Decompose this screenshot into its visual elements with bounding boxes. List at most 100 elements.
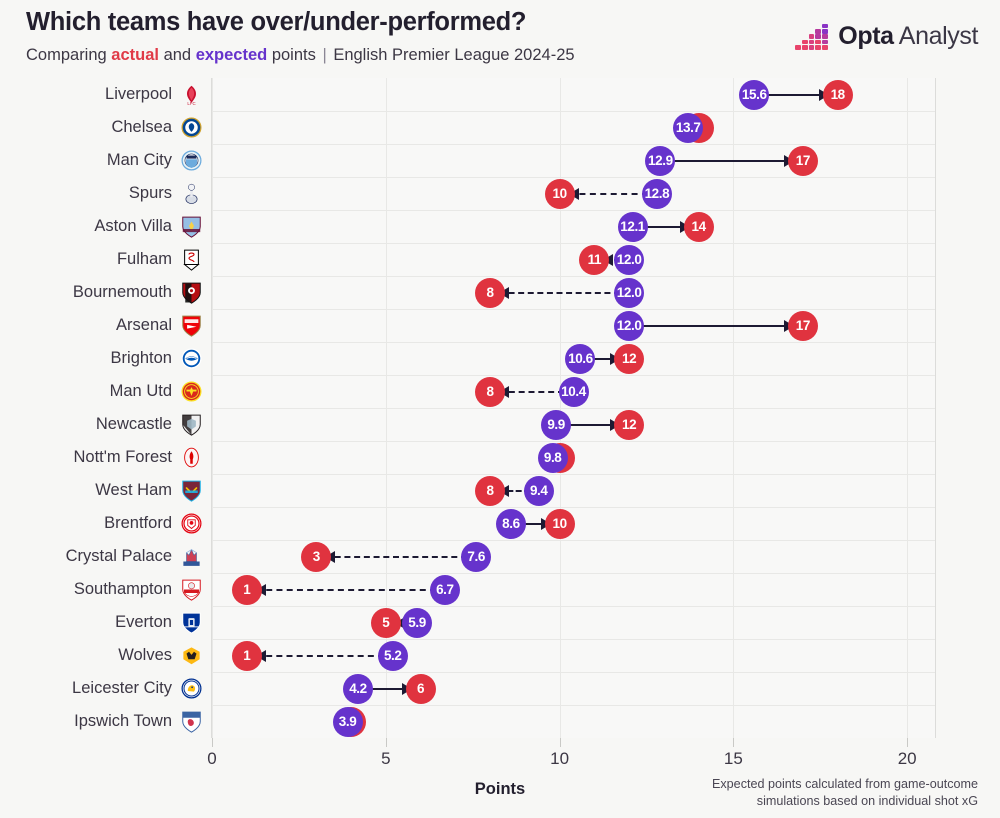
team-name-label: Everton: [115, 613, 172, 631]
logo-bar-cell: [795, 45, 801, 50]
bournemouth-crest-icon: [179, 280, 204, 305]
actual-points-dot[interactable]: 17: [787, 310, 818, 341]
x-axis-tick: [907, 738, 909, 747]
connector-line: [568, 192, 648, 195]
grid-line-horizontal: [212, 639, 935, 640]
expected-points-dot[interactable]: 9.8: [537, 442, 568, 473]
plot-area: 18 15.6 13.7 17 12.9 10 12.8 14 12.1 11 12.0 8 12.0 1…: [211, 78, 936, 738]
actual-points-dot[interactable]: 17: [787, 145, 818, 176]
team-name-label: Fulham: [116, 250, 172, 268]
logo-bar-cell: [822, 28, 828, 34]
logo-bar-cell: [801, 39, 808, 45]
team-name-label: Man City: [106, 151, 172, 169]
grid-line-vertical: [733, 78, 735, 738]
connector-line: [638, 324, 794, 327]
y-axis-row-leicester-city: Leicester City: [0, 673, 212, 705]
actual-points-dot[interactable]: 8: [475, 277, 506, 308]
expected-points-dot[interactable]: 3.9: [332, 706, 363, 737]
grid-line-horizontal: [212, 276, 935, 277]
actual-points-dot[interactable]: 1: [231, 640, 262, 671]
grid-line-horizontal: [212, 606, 935, 607]
everton-crest-icon: [179, 610, 204, 635]
grid-line-vertical: [907, 78, 909, 738]
actual-points-dot[interactable]: 18: [822, 79, 853, 110]
actual-points-dot[interactable]: 5: [370, 607, 401, 638]
team-name-label: Leicester City: [72, 679, 172, 697]
connector-line: [255, 654, 384, 657]
team-name-label: Newcastle: [95, 415, 172, 433]
expected-points-dot[interactable]: 5.9: [402, 607, 433, 638]
fulham-crest-icon: [179, 247, 204, 272]
grid-line-horizontal: [212, 342, 935, 343]
chart-body: Liverpool LFC Chelsea Man City Spurs Aston Vi…: [0, 78, 1000, 818]
connector-line: [763, 93, 829, 96]
y-axis-row-newcastle: Newcastle: [0, 409, 212, 441]
expected-points-dot[interactable]: 9.4: [523, 475, 554, 506]
grid-line-horizontal: [212, 705, 935, 706]
grid-line-horizontal: [212, 144, 935, 145]
expected-points-dot[interactable]: 13.7: [673, 112, 704, 143]
connector-line: [641, 225, 690, 228]
grid-line-horizontal: [212, 474, 935, 475]
x-axis-tick-label: 5: [381, 749, 391, 768]
actual-points-dot[interactable]: 8: [475, 475, 506, 506]
actual-points-dot[interactable]: 12: [614, 409, 645, 440]
logo-bar-cell: [808, 39, 815, 45]
logo-bar-cell: [822, 23, 828, 29]
actual-points-dot[interactable]: 6: [405, 673, 436, 704]
actual-points-dot[interactable]: 10: [544, 508, 575, 539]
expected-points-dot[interactable]: 12.0: [614, 244, 645, 275]
actual-points-dot[interactable]: 3: [301, 541, 332, 572]
expected-points-dot[interactable]: 5.2: [377, 640, 408, 671]
actual-points-dot[interactable]: 10: [544, 178, 575, 209]
forest-crest-icon: [179, 445, 204, 470]
expected-points-dot[interactable]: 15.6: [739, 79, 770, 110]
team-name-label: Aston Villa: [94, 217, 172, 235]
opta-analyst-logo: Opta Analyst: [795, 22, 978, 51]
expected-points-dot[interactable]: 12.0: [614, 277, 645, 308]
actual-points-dot[interactable]: 12: [614, 343, 645, 374]
y-axis-row-man-utd: Man Utd: [0, 376, 212, 408]
subtitle-separator: |: [322, 46, 327, 64]
team-name-label: Arsenal: [116, 316, 172, 334]
y-axis-row-arsenal: Arsenal: [0, 310, 212, 342]
actual-points-dot[interactable]: 8: [475, 376, 506, 407]
y-axis-row-aston-villa: Aston Villa: [0, 211, 212, 243]
y-axis-row-ipswich-town: Ipswich Town: [0, 706, 212, 738]
logo-bar-cell: [801, 45, 808, 50]
grid-line-horizontal: [212, 177, 935, 178]
y-axis-row-southampton: Southampton: [0, 574, 212, 606]
expected-points-dot[interactable]: 8.6: [495, 508, 526, 539]
x-axis-tick-label: 15: [723, 749, 743, 768]
palace-crest-icon: [179, 544, 204, 569]
y-axis-row-fulham: Fulham: [0, 244, 212, 276]
subtitle-expected-word: expected: [195, 46, 268, 64]
connector-line: [499, 291, 621, 294]
x-axis-tick-label: 20: [897, 749, 917, 768]
plot-border: [935, 78, 936, 738]
expected-points-dot[interactable]: 7.6: [461, 541, 492, 572]
subtitle-pre: Comparing: [26, 46, 112, 64]
expected-points-dot[interactable]: 6.7: [429, 574, 460, 605]
subtitle-post: points: [267, 46, 321, 64]
actual-points-dot[interactable]: 1: [231, 574, 262, 605]
expected-points-dot[interactable]: 10.6: [565, 343, 596, 374]
expected-points-dot[interactable]: 12.1: [617, 211, 648, 242]
expected-points-dot[interactable]: 9.9: [541, 409, 572, 440]
team-name-label: Bournemouth: [72, 283, 172, 301]
subtitle-league: English Premier League 2024-25: [328, 46, 575, 64]
expected-points-dot[interactable]: 12.0: [614, 310, 645, 341]
chart-subtitle: Comparing actual and expected points | E…: [26, 46, 575, 65]
ipswich-crest-icon: [179, 709, 204, 734]
footnote-line-1: Expected points calculated from game-out…: [711, 777, 978, 791]
team-name-label: Wolves: [118, 646, 172, 664]
logo-bar-cell: [815, 34, 821, 39]
y-axis-row-chelsea: Chelsea: [0, 112, 212, 144]
expected-points-dot[interactable]: 4.2: [342, 673, 373, 704]
actual-points-dot[interactable]: 14: [683, 211, 714, 242]
expected-points-dot[interactable]: 12.9: [645, 145, 676, 176]
grid-line-horizontal: [212, 408, 935, 409]
actual-points-dot[interactable]: 11: [579, 244, 610, 275]
expected-points-dot[interactable]: 10.4: [558, 376, 589, 407]
expected-points-dot[interactable]: 12.8: [641, 178, 672, 209]
